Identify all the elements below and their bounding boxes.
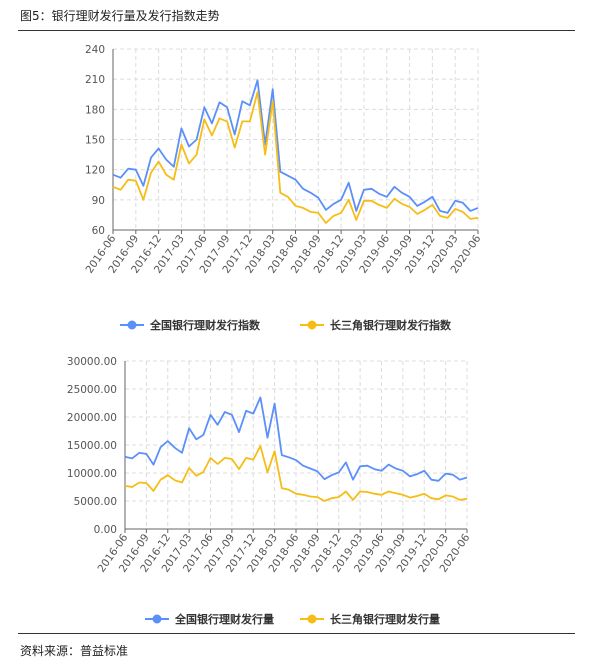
y-tick-label: 240 [85, 44, 105, 56]
top-rule [18, 30, 575, 31]
legend-label: 长三角银行理财发行量 [330, 612, 440, 626]
y-tick-label: 25000.00 [67, 384, 117, 396]
series-line-2 [124, 445, 468, 502]
y-tick-label: 15000.00 [67, 440, 117, 452]
series-line-1 [112, 79, 479, 214]
y-tick-label: 120 [85, 165, 105, 177]
legend-label: 长三角银行理财发行指数 [330, 318, 452, 332]
legend-item-1[interactable]: 全国银行理财发行量 [145, 612, 274, 626]
y-tick-label: 20000.00 [67, 412, 117, 424]
y-tick-label: 60 [92, 225, 105, 237]
y-tick-label: 0.00 [94, 524, 117, 536]
legend-item-1[interactable]: 全国银行理财发行指数 [120, 318, 261, 332]
bottom-rule [18, 633, 575, 634]
series-line-2 [112, 91, 479, 224]
legend-item-2[interactable]: 长三角银行理财发行指数 [300, 318, 452, 332]
y-tick-label: 210 [85, 74, 105, 86]
y-tick-label: 30000.00 [67, 356, 117, 368]
issuance-index-chart: 60901201501802102402016-062016-092016-12… [83, 44, 483, 332]
y-tick-label: 150 [85, 135, 105, 147]
legend-label: 全国银行理财发行指数 [149, 318, 261, 332]
y-tick-label: 90 [92, 195, 105, 207]
legend-marker [307, 614, 317, 624]
legend-item-2[interactable]: 长三角银行理财发行量 [300, 612, 440, 626]
y-tick-label: 180 [85, 104, 105, 116]
legend-marker [152, 614, 162, 624]
legend-label: 全国银行理财发行量 [174, 612, 274, 626]
issuance-volume-chart: 0.00 5000.00 10000.00 15000.00 20000.00 25000… [67, 356, 473, 626]
legend-marker [307, 320, 317, 330]
y-tick-label: 5000.00 [74, 496, 117, 508]
y-tick-label: 10000.00 [67, 468, 117, 480]
legend-marker [127, 320, 137, 330]
data-source: 资料来源：普益标准 [20, 644, 129, 658]
figure-title: 图5：银行理财发行量及发行指数走势 [20, 9, 220, 23]
series-line-1 [124, 396, 468, 482]
